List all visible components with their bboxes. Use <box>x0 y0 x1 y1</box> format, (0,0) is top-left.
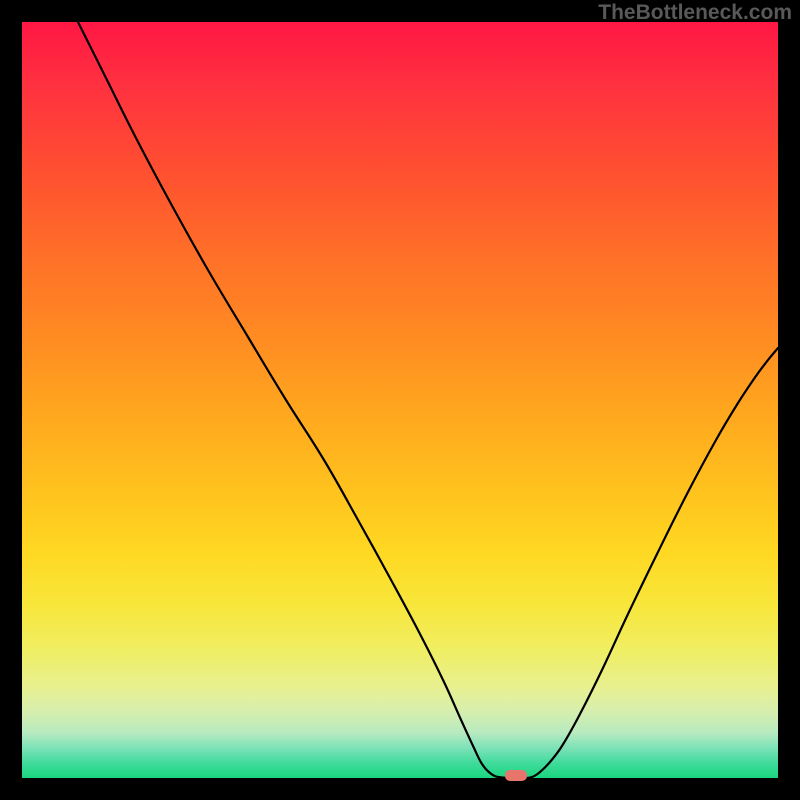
outer-frame: TheBottleneck.com <box>0 0 800 800</box>
watermark-text: TheBottleneck.com <box>598 1 792 25</box>
bottleneck-curve <box>22 22 778 778</box>
plot-area <box>22 22 778 778</box>
minimum-marker <box>505 770 527 781</box>
